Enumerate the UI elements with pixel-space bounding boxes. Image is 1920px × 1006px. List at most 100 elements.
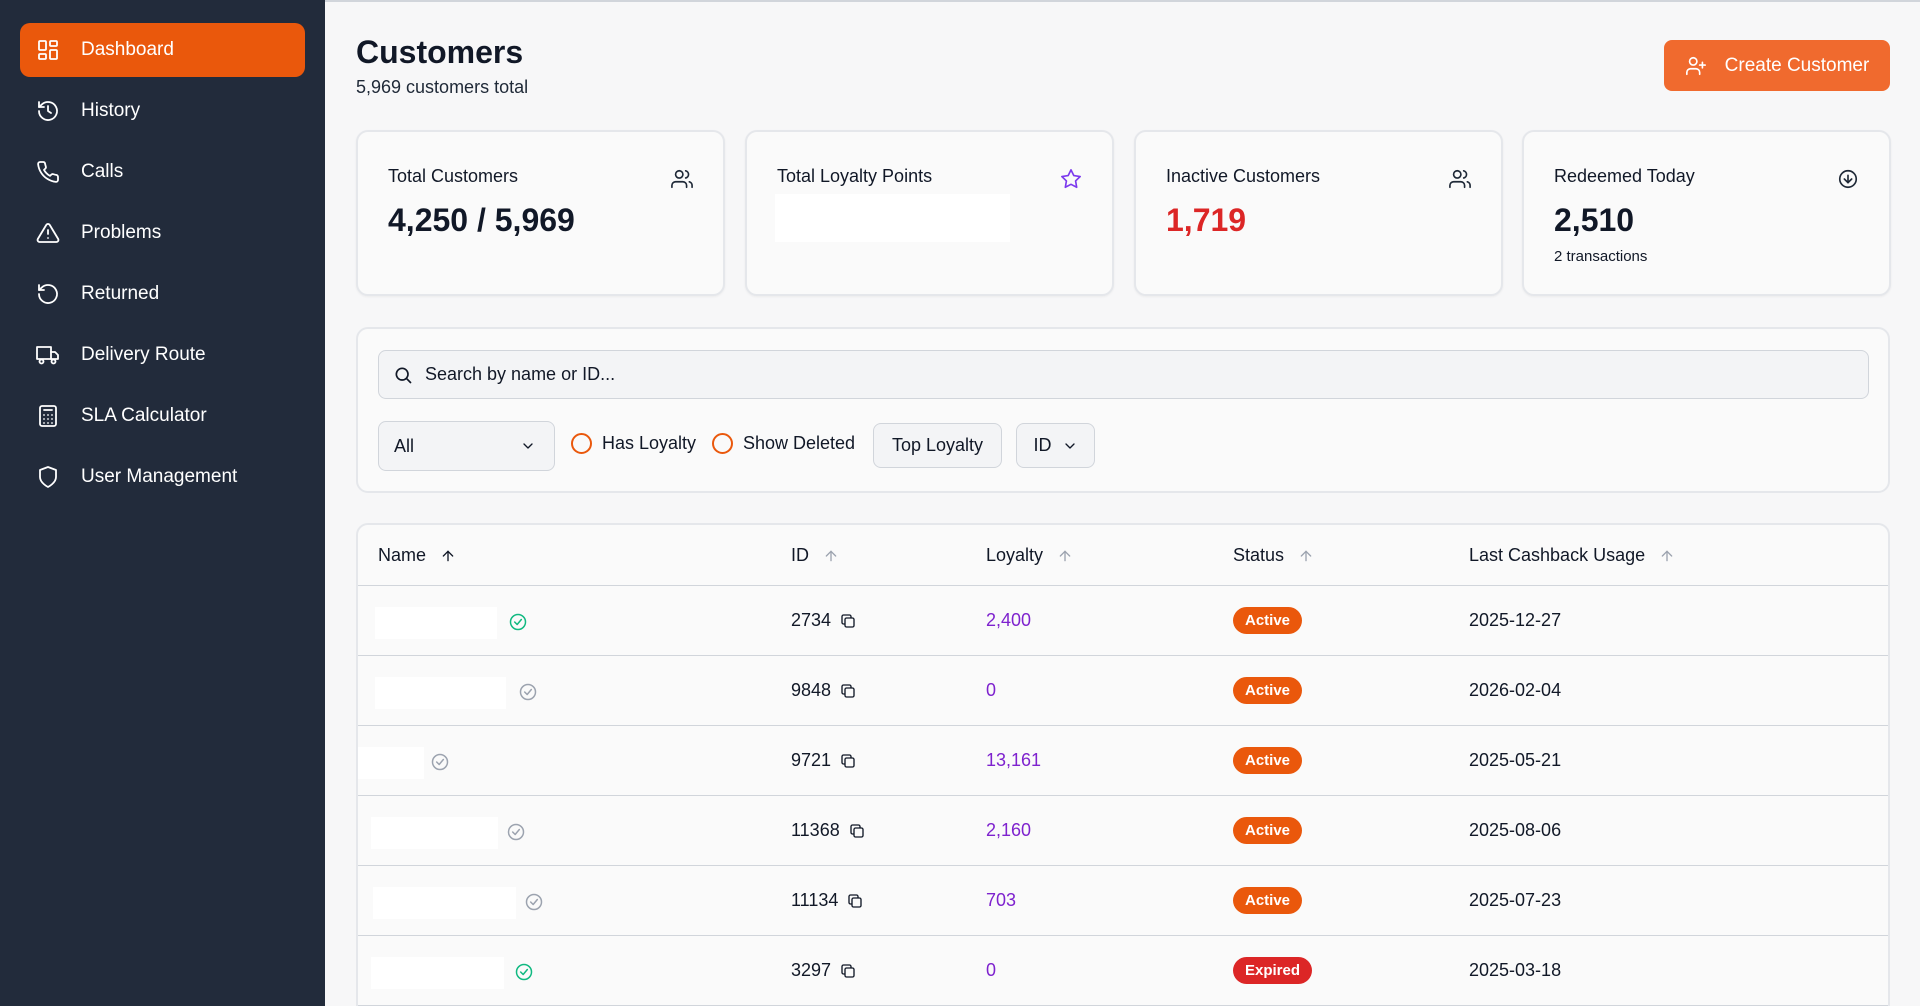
sidebar-item-sla-calculator[interactable]: SLA Calculator (20, 389, 305, 443)
status-cell: Active (1233, 796, 1303, 865)
column-label: ID (791, 545, 809, 565)
customer-id: 9721 (791, 750, 832, 770)
customer-id-cell: 11134 (791, 866, 864, 935)
customer-name-redacted (358, 747, 424, 779)
customer-name-redacted (371, 957, 504, 989)
stat-label: Total Customers (388, 166, 519, 186)
status-filter-select[interactable]: All (378, 421, 555, 471)
show-deleted-toggle[interactable]: Show Deleted (712, 433, 855, 454)
stat-card-total-loyalty-points: Total Loyalty Points (745, 130, 1114, 296)
sidebar-item-label: Problems (81, 222, 162, 243)
customer-id: 2734 (791, 610, 832, 630)
table-row[interactable]: 9848 0 Active 2026-02-04 (358, 656, 1888, 726)
sidebar-item-label: Dashboard (81, 39, 174, 60)
stat-label: Inactive Customers (1166, 166, 1321, 186)
copy-icon[interactable] (839, 612, 857, 630)
stat-card-inactive-customers: Inactive Customers 1,719 (1134, 130, 1503, 296)
loyalty-cell: 2,160 (986, 820, 1032, 840)
status-badge: Active (1233, 747, 1303, 774)
users-icon (1449, 168, 1473, 192)
stat-value: 4,250 / 5,969 (388, 202, 575, 238)
has-loyalty-label: Has Loyalty (602, 433, 697, 453)
copy-icon[interactable] (846, 892, 864, 910)
table-row[interactable]: 2734 2,400 Active 2025-12-27 (358, 586, 1888, 656)
unverified-check-icon (518, 682, 538, 702)
status-badge: Active (1233, 607, 1303, 634)
sidebar-item-problems[interactable]: Problems (20, 206, 305, 260)
sort-field-select[interactable]: ID (1016, 423, 1095, 468)
last-cashback-cell: 2025-08-06 (1469, 820, 1562, 840)
status-cell: Active (1233, 656, 1303, 725)
column-label: Status (1233, 545, 1285, 565)
table-row[interactable]: 11368 2,160 Active 2025-08-06 (358, 796, 1888, 866)
last-cashback-cell: 2025-12-27 (1469, 610, 1562, 630)
table-row[interactable]: 11134 703 Active 2025-07-23 (358, 866, 1888, 936)
customer-name-redacted (373, 887, 516, 919)
copy-icon[interactable] (839, 682, 857, 700)
sidebar-item-user-management[interactable]: User Management (20, 450, 305, 504)
column-label: Last Cashback Usage (1469, 545, 1646, 565)
status-cell: Expired (1233, 936, 1313, 1005)
unverified-check-icon (506, 822, 526, 842)
column-header-last-cashback-usage[interactable]: Last Cashback Usage (1469, 545, 1675, 566)
customer-id: 9848 (791, 680, 832, 700)
users-icon (671, 168, 695, 192)
customer-id-cell: 3297 (791, 936, 857, 1005)
table-row[interactable]: 3297 0 Expired 2025-03-18 (358, 936, 1888, 1006)
page-subtitle: 5,969 customers total (356, 77, 529, 97)
add-user-icon (1685, 56, 1706, 75)
column-label: Name (378, 545, 427, 565)
status-badge: Active (1233, 817, 1303, 844)
status-cell: Active (1233, 866, 1303, 935)
sidebar-item-delivery-route[interactable]: Delivery Route (20, 328, 305, 382)
filter-panel: All Has Loyalty Show Deleted Top Loyalty… (356, 327, 1890, 493)
sidebar-item-returned[interactable]: Returned (20, 267, 305, 321)
stat-value-redacted (775, 194, 1010, 242)
table-header: Name ID Loyalty Status Last Cashback Usa… (358, 525, 1888, 586)
loyalty-cell: 0 (986, 680, 997, 700)
column-header-name[interactable]: Name (378, 545, 456, 566)
download-circle-icon (1837, 168, 1861, 192)
top-divider (325, 0, 1920, 2)
copy-icon[interactable] (839, 752, 857, 770)
customer-id: 11134 (791, 890, 839, 910)
stat-value: 2,510 (1554, 202, 1635, 238)
warning-icon (35, 220, 61, 246)
last-cashback-cell: 2026-02-04 (1469, 680, 1562, 700)
create-customer-button[interactable]: Create Customer (1664, 40, 1890, 91)
last-cashback-cell: 2025-05-21 (1469, 750, 1562, 770)
sort-arrow-up-icon (442, 550, 454, 561)
sidebar-item-label: SLA Calculator (81, 405, 207, 426)
status-cell: Active (1233, 726, 1303, 795)
loyalty-cell: 13,161 (986, 750, 1042, 770)
column-header-loyalty[interactable]: Loyalty (986, 545, 1073, 566)
search-input[interactable] (425, 364, 1825, 385)
top-loyalty-button[interactable]: Top Loyalty (873, 423, 1002, 468)
history-icon (35, 98, 61, 124)
copy-icon[interactable] (839, 962, 857, 980)
sort-arrow-up-icon (1661, 550, 1673, 561)
stat-subtext: 2 transactions (1554, 248, 1648, 265)
customer-id-cell: 2734 (791, 586, 857, 655)
column-header-id[interactable]: ID (791, 545, 839, 566)
table-row[interactable]: 9721 13,161 Active 2025-05-21 (358, 726, 1888, 796)
copy-icon[interactable] (848, 822, 866, 840)
shield-icon (35, 464, 61, 490)
calculator-icon (35, 403, 61, 429)
customer-id: 3297 (791, 960, 832, 980)
column-header-status[interactable]: Status (1233, 545, 1314, 566)
star-icon (1060, 168, 1084, 192)
page-title: Customers (356, 34, 524, 70)
has-loyalty-toggle[interactable]: Has Loyalty (571, 433, 696, 454)
search-box[interactable] (378, 350, 1869, 399)
dashboard-icon (35, 37, 61, 63)
search-icon (395, 367, 412, 383)
sidebar-item-dashboard[interactable]: Dashboard (20, 23, 305, 77)
sidebar-item-label: Returned (81, 283, 160, 304)
sidebar-item-history[interactable]: History (20, 84, 305, 138)
customer-name-redacted (375, 677, 506, 709)
customer-id: 11368 (791, 820, 840, 840)
sidebar-item-label: Delivery Route (81, 344, 206, 365)
status-badge: Active (1233, 887, 1303, 914)
sidebar-item-calls[interactable]: Calls (20, 145, 305, 199)
